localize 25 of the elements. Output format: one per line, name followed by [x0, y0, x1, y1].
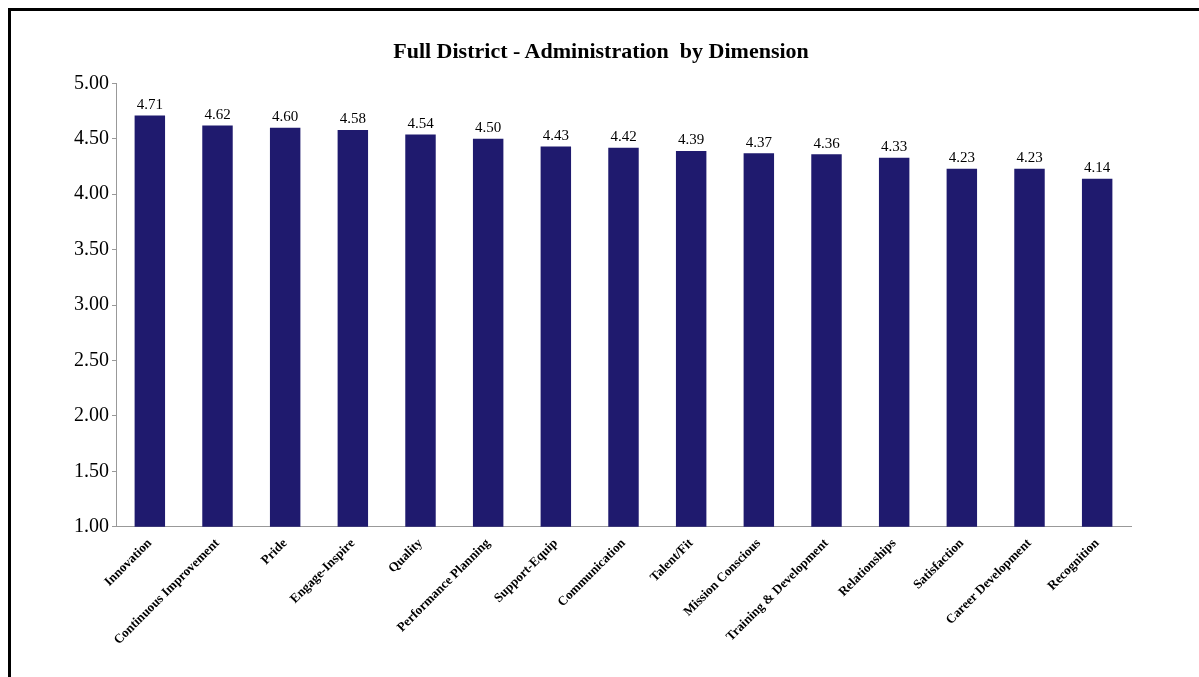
y-tick-label: 2.00	[74, 403, 109, 426]
data-label: 4.33	[881, 138, 908, 155]
y-tick-label: 1.00	[74, 514, 109, 536]
y-tick-label: 4.50	[74, 126, 109, 149]
data-label: 4.36	[813, 134, 841, 151]
data-label: 4.60	[272, 108, 299, 125]
data-label: 4.62	[204, 105, 231, 122]
data-label: 4.58	[339, 110, 366, 127]
data-label: 4.43	[542, 127, 569, 144]
data-label: 4.39	[678, 131, 705, 148]
y-tick-label: 2.50	[74, 347, 109, 370]
data-label: 4.54	[407, 114, 435, 131]
data-label: 4.37	[745, 133, 773, 150]
data-label: 4.42	[610, 128, 637, 145]
y-tick-label: 3.00	[74, 292, 109, 315]
y-tick-label: 5.00	[74, 70, 109, 93]
data-label: 4.50	[475, 119, 502, 136]
y-tick-label: 3.50	[74, 236, 109, 259]
data-label: 4.14	[1084, 159, 1111, 176]
data-label: 4.23	[948, 149, 975, 166]
data-label: 4.23	[1016, 149, 1043, 166]
chart-title: Full District - Administration by Dimension	[393, 37, 809, 63]
y-tick-label: 1.50	[74, 458, 109, 481]
data-label: 4.71	[136, 95, 163, 112]
y-tick-label: 4.00	[74, 181, 109, 204]
